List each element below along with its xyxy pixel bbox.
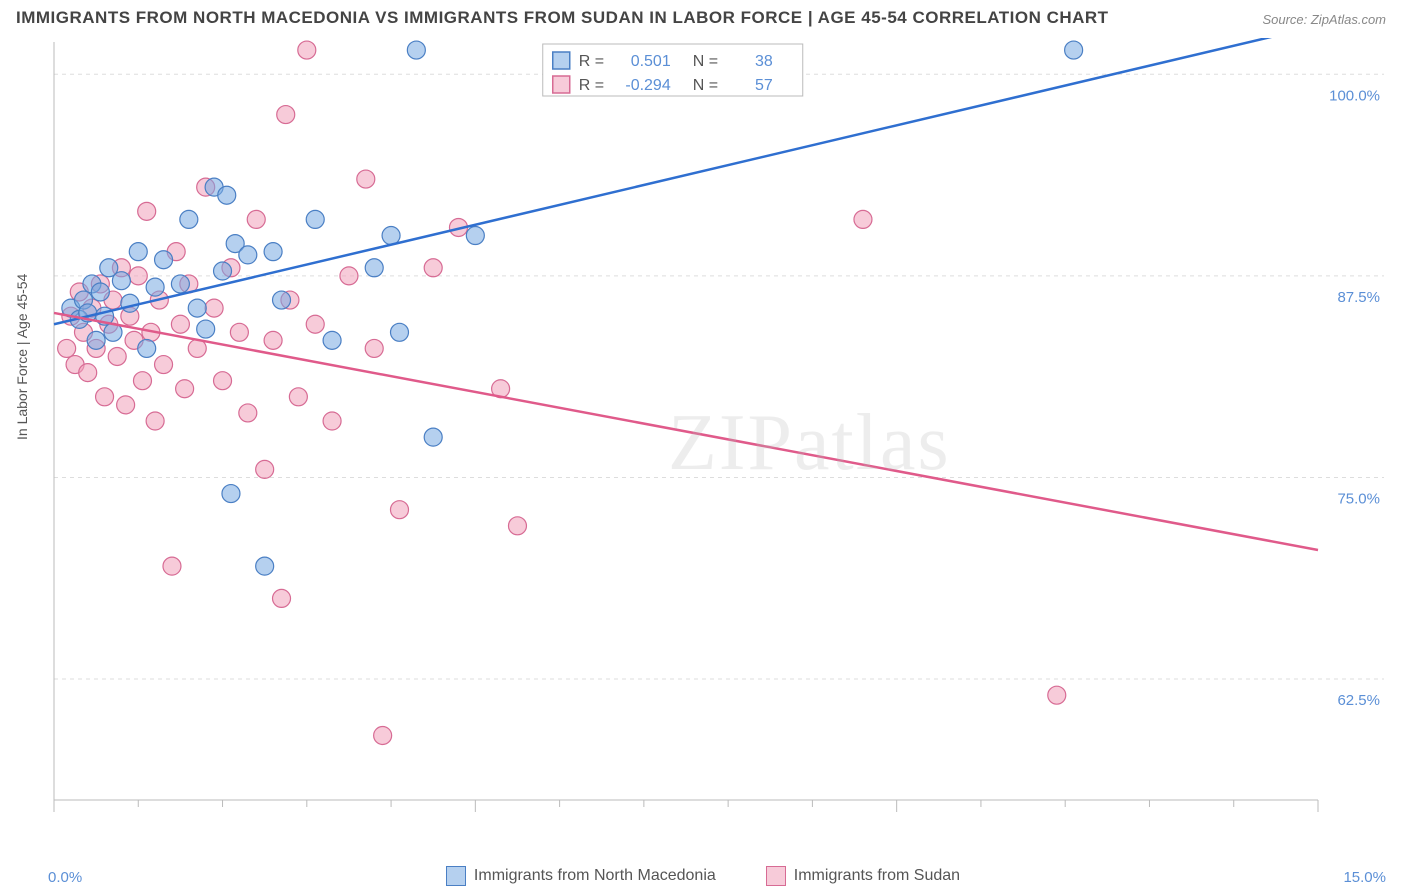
svg-text:57: 57 xyxy=(755,77,773,94)
swatch-icon xyxy=(766,866,786,886)
y-axis-label: In Labor Force | Age 45-54 xyxy=(14,274,30,440)
svg-text:-0.294: -0.294 xyxy=(625,77,670,94)
svg-text:100.0%: 100.0% xyxy=(1329,87,1380,104)
svg-text:62.5%: 62.5% xyxy=(1337,692,1380,709)
svg-text:R =: R = xyxy=(579,53,604,70)
x-axis-max-label: 15.0% xyxy=(1343,869,1386,886)
x-axis-min-label: 0.0% xyxy=(48,869,82,886)
legend-label: Immigrants from Sudan xyxy=(794,867,960,885)
legend-item-macedonia: Immigrants from North Macedonia xyxy=(446,866,716,886)
svg-text:N =: N = xyxy=(693,53,718,70)
svg-text:75.0%: 75.0% xyxy=(1337,490,1380,507)
legend-label: Immigrants from North Macedonia xyxy=(474,867,716,885)
source-attribution: Source: ZipAtlas.com xyxy=(1262,12,1386,27)
legend-item-sudan: Immigrants from Sudan xyxy=(766,866,960,886)
bottom-legend: Immigrants from North Macedonia Immigran… xyxy=(0,866,1406,886)
swatch-icon xyxy=(446,866,466,886)
chart-svg: 62.5% 75.0% 87.5% 100.0% R = 0.501 N = 38 R = -0.… xyxy=(48,38,1388,828)
chart-title: IMMIGRANTS FROM NORTH MACEDONIA VS IMMIG… xyxy=(16,8,1109,28)
chart-area: 62.5% 75.0% 87.5% 100.0% R = 0.501 N = 38 R = -0.… xyxy=(48,38,1388,828)
svg-text:N =: N = xyxy=(693,77,718,94)
svg-text:R =: R = xyxy=(579,77,604,94)
svg-text:38: 38 xyxy=(755,53,773,70)
svg-text:0.501: 0.501 xyxy=(631,53,671,70)
svg-text:87.5%: 87.5% xyxy=(1337,289,1380,306)
